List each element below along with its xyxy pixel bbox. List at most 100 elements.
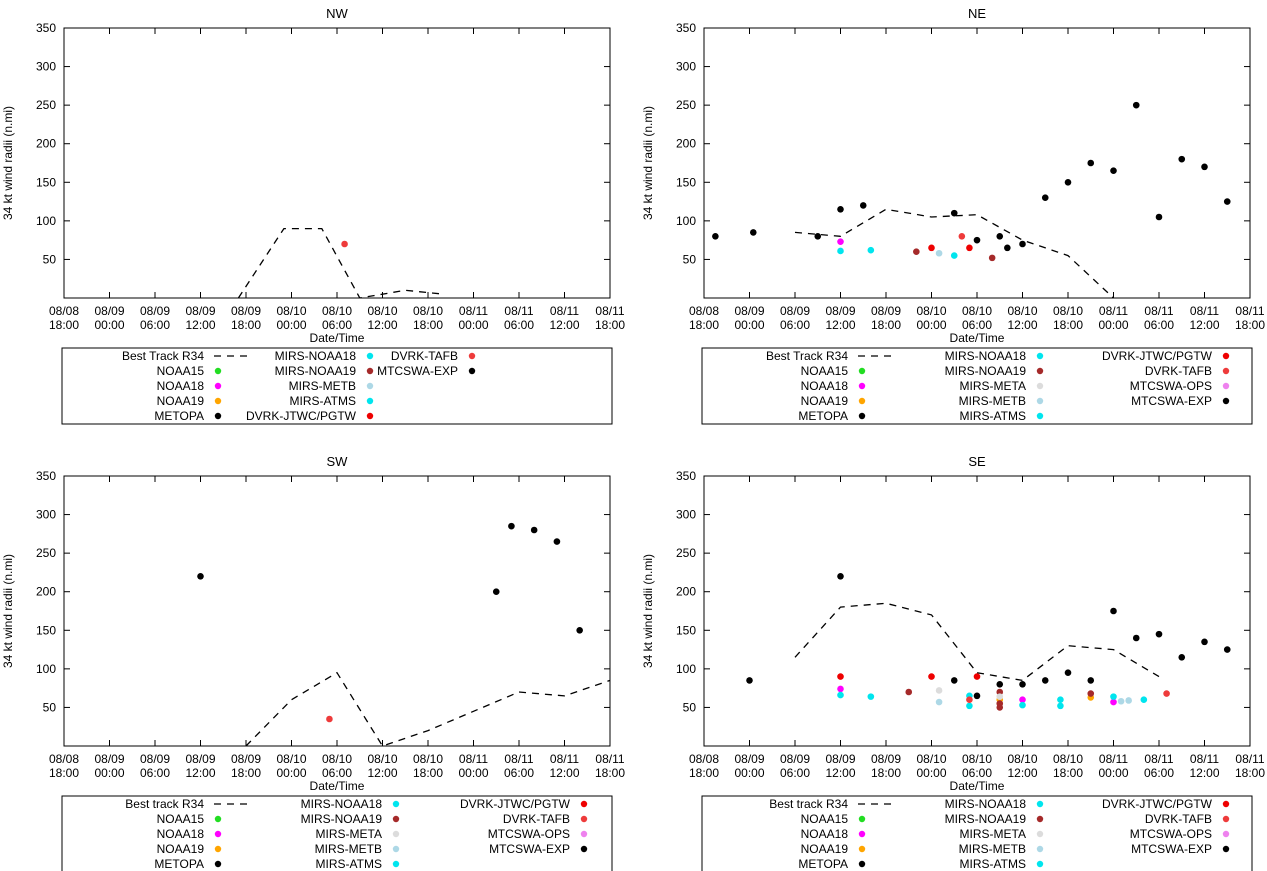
data-point	[1155, 630, 1163, 638]
x-tick-time-label: 18:00	[689, 766, 719, 780]
legend-label: MIRS-NOAA18	[945, 797, 1027, 811]
legend-dot-swatch	[1222, 830, 1230, 838]
legend-dot-swatch	[858, 815, 866, 823]
legend-dot-swatch	[1222, 367, 1230, 375]
data-point	[749, 229, 757, 236]
x-tick-date-label: 08/09	[94, 304, 124, 318]
legend-dot-swatch	[366, 352, 374, 360]
x-tick-date-label: 08/09	[825, 304, 855, 318]
x-tick-date-label: 08/11	[1144, 304, 1173, 318]
best-track-line	[245, 671, 610, 746]
x-tick-time-label: 00:00	[276, 318, 306, 332]
data-point	[988, 254, 996, 262]
y-tick-label: 100	[676, 214, 696, 228]
x-tick-time-label: 12:00	[549, 766, 579, 780]
legend-label: MIRS-NOAA18	[945, 349, 1027, 363]
x-tick-time-label: 00:00	[276, 766, 306, 780]
legend-dot-swatch	[366, 412, 374, 420]
data-point	[1087, 159, 1095, 167]
data-point	[837, 205, 844, 213]
legend-dot-swatch	[1036, 830, 1044, 838]
x-tick-date-label: 08/11	[1190, 752, 1219, 766]
legend-dot-swatch	[1036, 800, 1044, 808]
x-tick-time-label: 12:00	[367, 766, 397, 780]
legend-label: NOAA18	[801, 827, 849, 841]
legend-label: DVRK-TAFB	[503, 812, 570, 826]
legend-dot-swatch	[1036, 845, 1044, 853]
legend-dot-swatch	[392, 830, 400, 838]
legend-dot-swatch	[392, 860, 400, 868]
x-tick-time-label: 00:00	[458, 766, 488, 780]
x-tick-date-label: 08/08	[689, 752, 719, 766]
x-tick-date-label: 08/11	[595, 304, 624, 318]
x-tick-date-label: 08/11	[1099, 752, 1128, 766]
x-axis-label: Date/Time	[310, 331, 365, 345]
legend-dot-swatch	[1036, 860, 1044, 868]
x-tick-time-label: 06:00	[962, 318, 992, 332]
data-point	[928, 673, 935, 680]
x-tick-time-label: 00:00	[734, 766, 764, 780]
y-tick-label: 100	[676, 662, 696, 676]
y-axis-label: 34 kt wind radii (n.mi)	[641, 106, 655, 220]
series-dvrk-tafb	[341, 240, 348, 248]
data-point	[1057, 696, 1064, 704]
data-point	[950, 252, 958, 259]
legend-ne: Best Track R34 MIRS-NOAA18 DVRK-JTWC/PGTW N…	[701, 347, 1253, 425]
series-noaa19	[996, 694, 1095, 704]
data-point	[1064, 178, 1072, 186]
legend-label: METOPA	[798, 857, 848, 871]
x-tick-date-label: 08/11	[504, 752, 533, 766]
y-tick-label: 250	[36, 98, 56, 112]
data-point	[966, 702, 973, 710]
plot-frame	[63, 27, 611, 299]
legend-dot-swatch	[392, 815, 400, 823]
chart-panel-ne: NE5010015020025030035008/0818:0008/0900:…	[641, 6, 1265, 425]
legend-label: DVRK-TAFB	[1145, 812, 1212, 826]
x-tick-date-label: 08/09	[734, 752, 764, 766]
legend-dot-swatch	[366, 382, 374, 390]
y-tick-label: 150	[676, 175, 696, 189]
data-point	[1125, 697, 1132, 704]
data-point	[837, 691, 844, 699]
x-tick-date-label: 08/11	[550, 752, 579, 766]
data-point	[996, 232, 1004, 240]
x-tick-date-label: 08/09	[734, 304, 764, 318]
legend-dot-swatch	[1036, 352, 1044, 360]
data-point	[576, 626, 583, 634]
legend-label: NOAA18	[157, 379, 205, 393]
legend-label: NOAA15	[157, 364, 205, 378]
y-tick-label: 100	[36, 214, 56, 228]
x-tick-time-label: 06:00	[1144, 766, 1174, 780]
legend-label: DVRK-JTWC/PGTW	[1102, 349, 1213, 363]
data-point	[928, 244, 935, 252]
x-tick-date-label: 08/11	[1099, 304, 1128, 318]
y-axis-label: 34 kt wind radii (n.mi)	[641, 554, 655, 668]
y-tick-label: 300	[676, 60, 696, 74]
chart-panel-se: SE5010015020025030035008/0818:0008/0900:…	[641, 454, 1265, 871]
x-axis-label: Date/Time	[950, 779, 1005, 793]
x-tick-time-label: 00:00	[1098, 766, 1128, 780]
x-tick-date-label: 08/10	[916, 304, 946, 318]
x-tick-date-label: 08/09	[185, 304, 215, 318]
y-tick-label: 200	[36, 137, 56, 151]
legend-dot-swatch	[1222, 397, 1230, 405]
data-point	[913, 248, 920, 256]
data-point	[1132, 634, 1140, 642]
legend-dot-swatch	[580, 800, 588, 808]
legend-label: NOAA19	[801, 394, 849, 408]
legend-nw: Best Track R34 MIRS-NOAA18 DVRK-TAFB NOAA15…	[61, 347, 613, 425]
best-track-line	[794, 602, 1160, 682]
data-point	[1019, 240, 1026, 248]
legend-dot-swatch	[858, 367, 866, 375]
legend-dot-swatch	[214, 397, 222, 405]
chart-title: NE	[968, 6, 986, 21]
data-point	[905, 688, 913, 696]
y-tick-label: 300	[36, 508, 56, 522]
y-axis-label: 34 kt wind radii (n.mi)	[1, 106, 15, 220]
data-point	[1201, 163, 1208, 171]
x-tick-date-label: 08/09	[871, 304, 901, 318]
legend-dot-swatch	[468, 367, 476, 375]
legend-label: MTCSWA-OPS	[1130, 379, 1212, 393]
legend-label: DVRK-JTWC/PGTW	[246, 409, 357, 423]
legend-label: MIRS-META	[960, 379, 1026, 393]
